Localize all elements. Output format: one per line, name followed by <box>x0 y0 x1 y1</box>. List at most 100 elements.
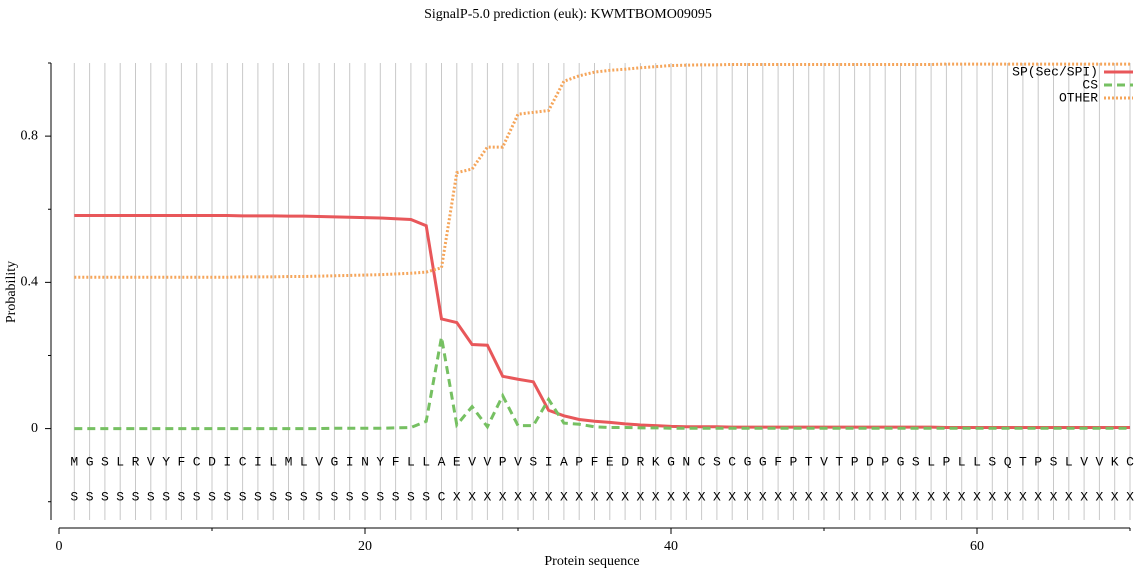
annotation: S <box>223 489 231 504</box>
annotation: X <box>942 489 950 504</box>
residue: L <box>973 454 981 469</box>
residue: P <box>1034 454 1042 469</box>
annotation: X <box>667 489 675 504</box>
residue: L <box>927 454 935 469</box>
annotation: S <box>315 489 323 504</box>
annotation: X <box>1080 489 1088 504</box>
residue: I <box>254 454 262 469</box>
residue: Y <box>162 454 170 469</box>
residue: D <box>621 454 629 469</box>
annotation: X <box>835 489 843 504</box>
annotation: X <box>1095 489 1103 504</box>
residue: V <box>1095 454 1103 469</box>
residue: M <box>285 454 293 469</box>
residue: E <box>606 454 614 469</box>
residue: I <box>223 454 231 469</box>
annotation: X <box>1065 489 1073 504</box>
residue: V <box>514 454 522 469</box>
annotation: S <box>346 489 354 504</box>
annotation: X <box>958 489 966 504</box>
annotation: S <box>177 489 185 504</box>
annotation: S <box>116 489 124 504</box>
annotation: X <box>789 489 797 504</box>
residue: F <box>392 454 400 469</box>
annotation: X <box>1019 489 1027 504</box>
annotation: X <box>927 489 935 504</box>
residue: L <box>407 454 415 469</box>
residue: C <box>698 454 706 469</box>
annotation: S <box>300 489 308 504</box>
annotation: X <box>851 489 859 504</box>
residue: F <box>591 454 599 469</box>
residue: S <box>1050 454 1058 469</box>
residue: A <box>438 454 446 469</box>
residue: V <box>468 454 476 469</box>
annotation: X <box>805 489 813 504</box>
residue: R <box>132 454 140 469</box>
residue: V <box>820 454 828 469</box>
residue: L <box>422 454 430 469</box>
annotation: S <box>86 489 94 504</box>
residue: K <box>652 454 660 469</box>
annotation: S <box>407 489 415 504</box>
residue: V <box>483 454 491 469</box>
annotation: X <box>820 489 828 504</box>
residue: S <box>988 454 996 469</box>
x-tick-label: 20 <box>358 539 372 554</box>
residue: I <box>545 454 553 469</box>
residue: K <box>1111 454 1119 469</box>
annotation: X <box>912 489 920 504</box>
residue: Q <box>1004 454 1012 469</box>
annotation: X <box>698 489 706 504</box>
residue: I <box>346 454 354 469</box>
annotation: X <box>453 489 461 504</box>
residue: P <box>942 454 950 469</box>
residue: V <box>315 454 323 469</box>
residue: L <box>300 454 308 469</box>
x-axis-label: Protein sequence <box>544 554 639 569</box>
residue: G <box>744 454 752 469</box>
residue: A <box>560 454 568 469</box>
annotation: X <box>545 489 553 504</box>
y-tick-label: 0.4 <box>21 275 39 290</box>
annotation: S <box>422 489 430 504</box>
residue: L <box>958 454 966 469</box>
annotation: X <box>499 489 507 504</box>
residue: D <box>866 454 874 469</box>
residue: S <box>101 454 109 469</box>
annotation: S <box>208 489 216 504</box>
annotation: X <box>636 489 644 504</box>
series-line <box>74 62 1130 279</box>
annotation: S <box>193 489 201 504</box>
residue: P <box>789 454 797 469</box>
residue: G <box>86 454 94 469</box>
residue: S <box>529 454 537 469</box>
residue: G <box>330 454 338 469</box>
annotation: X <box>483 489 491 504</box>
annotation: S <box>376 489 384 504</box>
annotation: X <box>1111 489 1119 504</box>
annotation: X <box>560 489 568 504</box>
annotation: X <box>881 489 889 504</box>
annotation: X <box>774 489 782 504</box>
x-tick-label: 60 <box>970 539 984 554</box>
annotation: S <box>254 489 262 504</box>
annotation: S <box>392 489 400 504</box>
residue: L <box>116 454 124 469</box>
residue: C <box>728 454 736 469</box>
residue: C <box>1126 454 1134 469</box>
annotation: S <box>330 489 338 504</box>
residue: G <box>667 454 675 469</box>
annotation: X <box>897 489 905 504</box>
residue: N <box>682 454 690 469</box>
annotation: X <box>1126 489 1134 504</box>
residue: F <box>177 454 185 469</box>
series-line <box>74 213 1130 430</box>
residue: P <box>881 454 889 469</box>
annotation: C <box>438 489 446 504</box>
residue: T <box>805 454 813 469</box>
annotation: X <box>988 489 996 504</box>
annotation: S <box>269 489 277 504</box>
residue: R <box>636 454 644 469</box>
